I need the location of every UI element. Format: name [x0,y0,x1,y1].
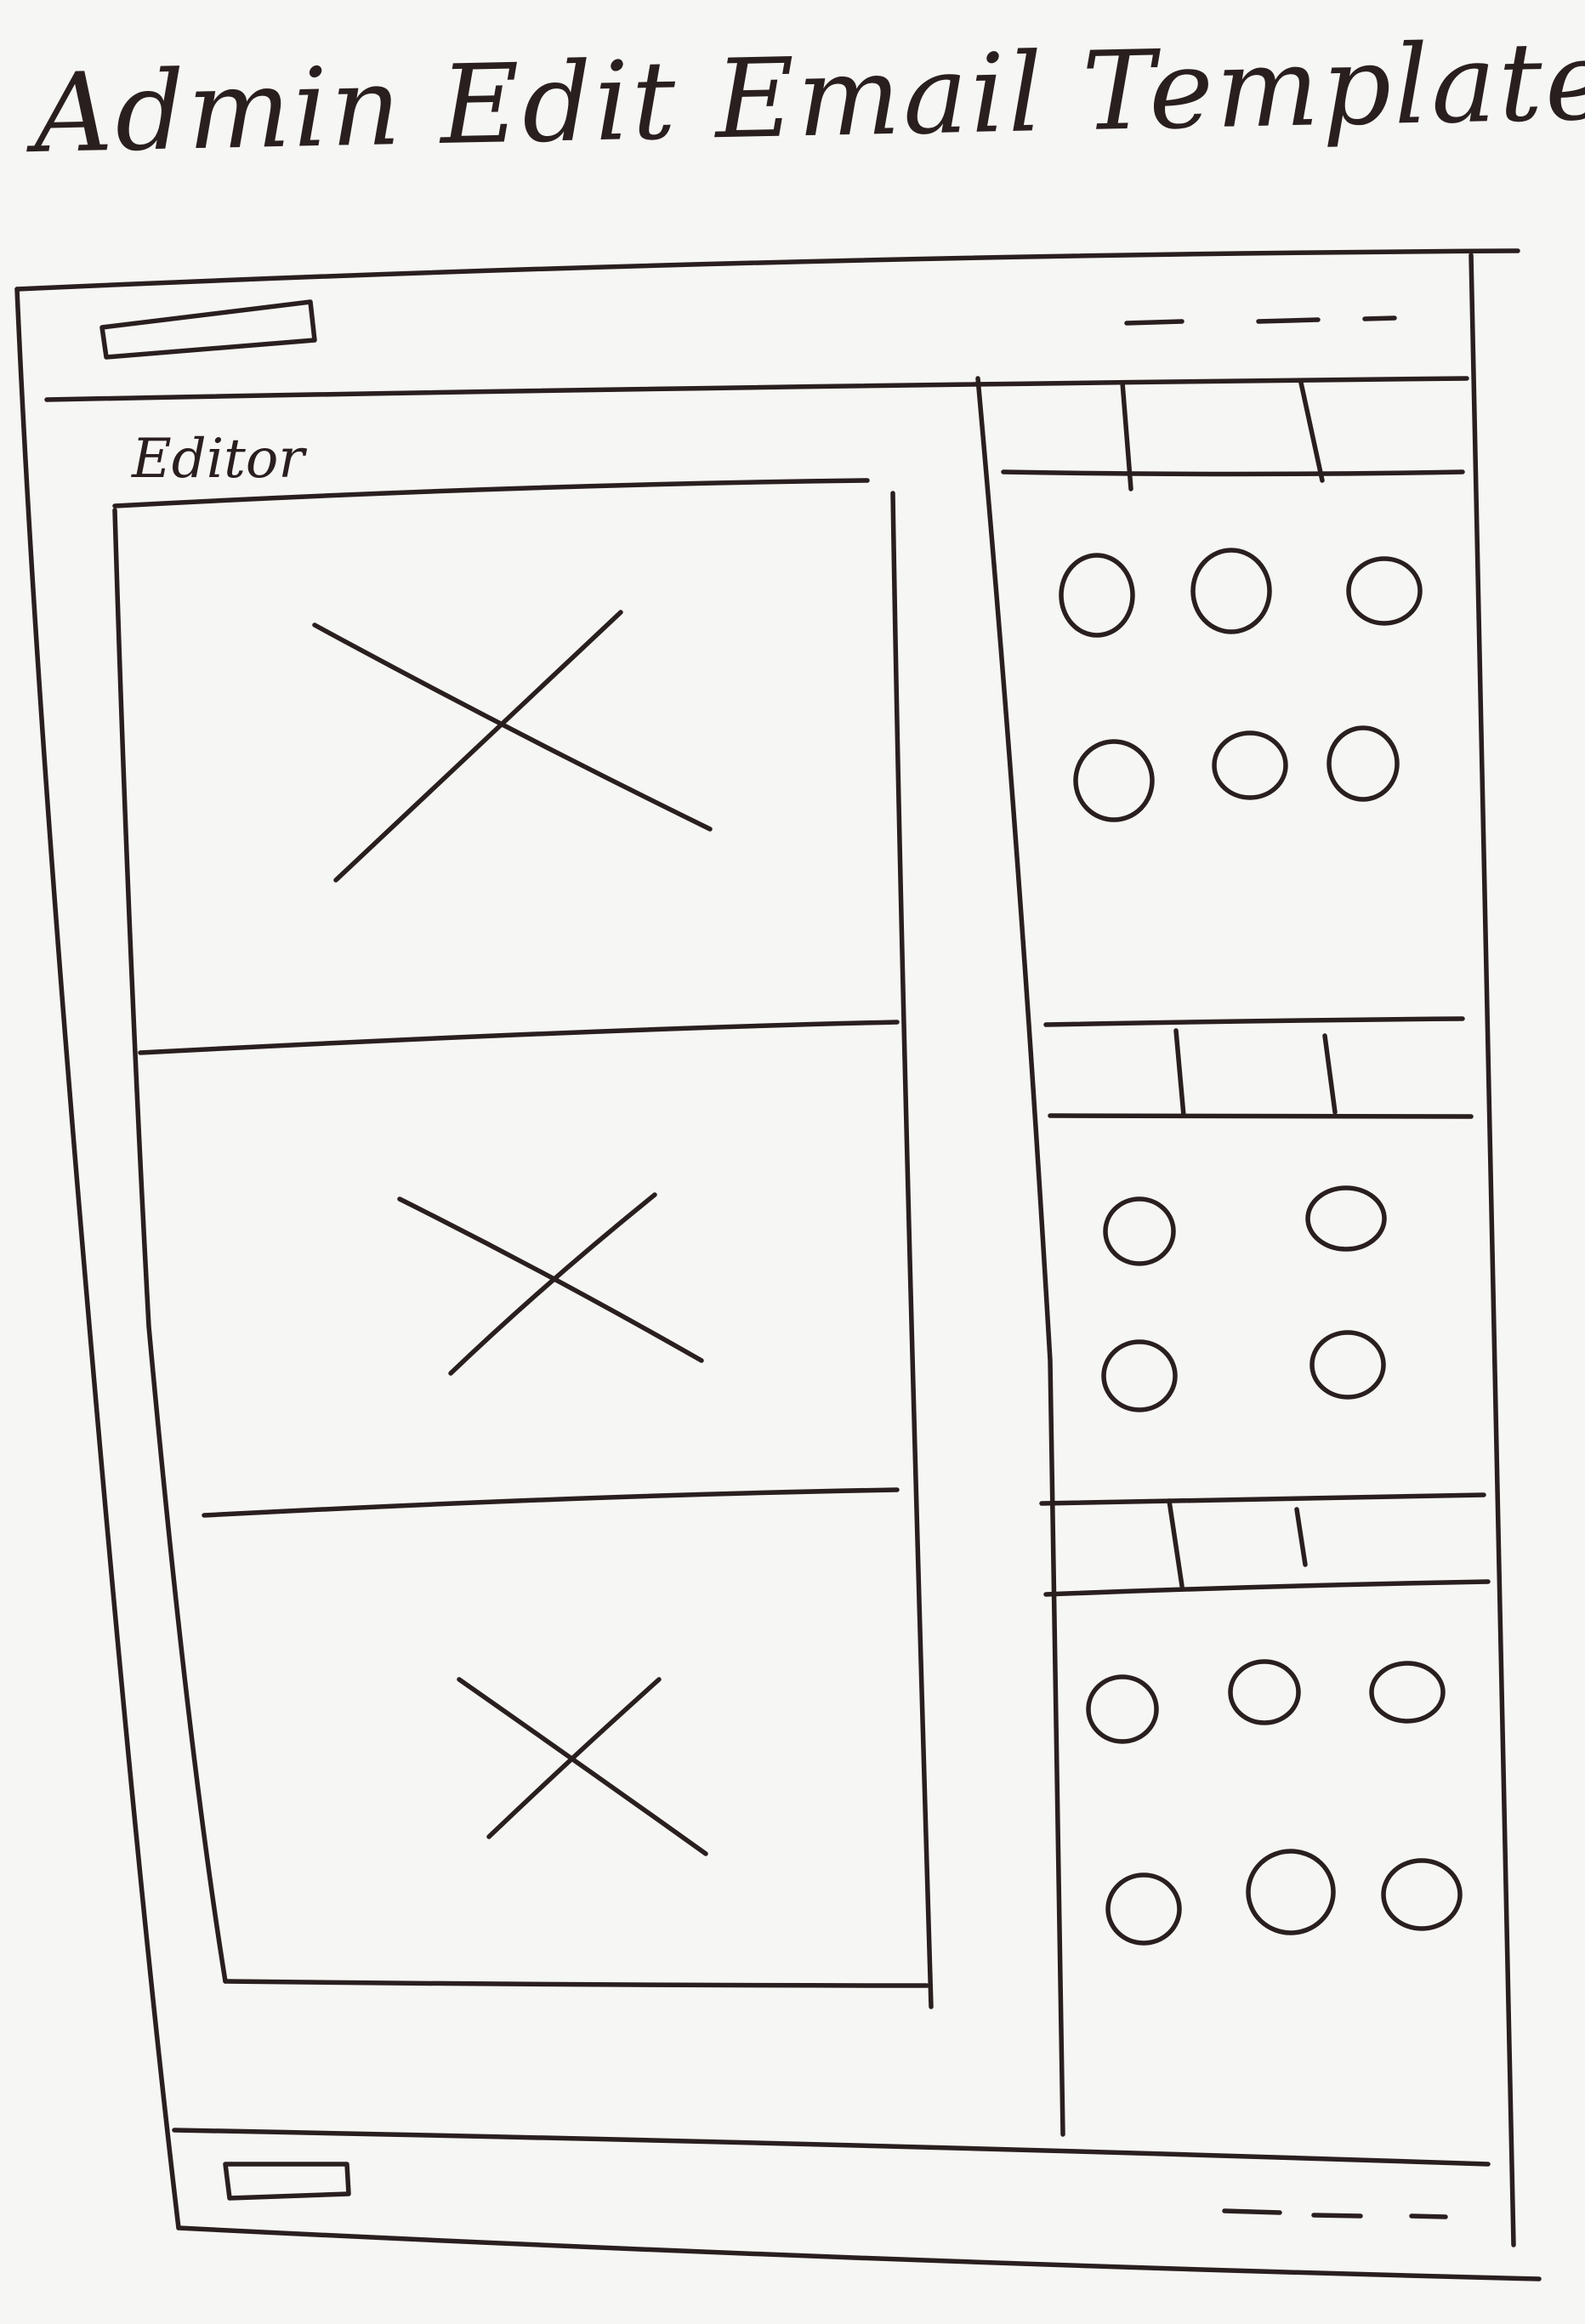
header-divider [44,376,1469,402]
editor-block-divider-2 [202,1487,900,1518]
header-nav-link-2[interactable] [1256,317,1321,324]
swatch-circle-icon[interactable] [1381,1858,1463,1931]
section-3-tab-3[interactable] [1305,1501,1480,1586]
editor-left-line [112,508,228,1984]
editor-image-block-2[interactable] [397,1192,704,1376]
section-1-tab-1[interactable] [986,384,1127,469]
header-logo[interactable] [99,299,317,360]
editor-bottom-line [223,1979,929,1988]
footer-nav-link-2[interactable] [1311,2213,1363,2219]
frame-bottom-line [176,2225,1542,2281]
site-footer [172,2128,1491,2219]
section-2-tab-3[interactable] [1335,1027,1463,1112]
swatch-circle-icon[interactable] [1190,548,1272,634]
swatch-circle-icon[interactable] [1105,1872,1182,1946]
tab-separator [1167,1498,1184,1588]
swatch-circle-icon[interactable] [1246,1849,1336,1935]
section-3-tab-divider [1043,1579,1491,1597]
tab-separator [1298,380,1325,483]
section-3-top-line [1039,1492,1486,1506]
section-2-tab-1[interactable] [1050,1027,1178,1112]
footer-nav-link-1[interactable] [1222,2208,1282,2215]
header-nav-link-1[interactable] [1124,319,1184,326]
swatch-circle-icon[interactable] [1101,1339,1178,1412]
editor-right-line [890,491,934,2009]
section-2-tab-2[interactable] [1184,1027,1328,1112]
section-1-tab-3[interactable] [1309,384,1463,469]
image-placeholder-x-icon-stroke [448,1192,657,1376]
section-1-tab-2[interactable] [1131,384,1301,469]
tab-separator [1173,1028,1186,1118]
image-placeholder-x-icon [457,1677,708,1856]
frame-left-line [14,287,181,2230]
section-3-tab-1[interactable] [1046,1503,1169,1588]
site-header [44,299,1469,402]
section-2-tab-divider [1048,1113,1474,1119]
sidebar [975,376,1491,2137]
sidebar-section-3 [1039,1492,1491,1946]
swatch-circle-icon[interactable] [1305,1185,1387,1252]
swatch-circle-icon[interactable] [1073,739,1155,822]
swatch-circle-icon[interactable] [1228,1659,1301,1725]
editor-label: Editor [132,428,304,491]
image-placeholder-x-icon [397,1196,704,1363]
editor-block-divider-1 [138,1020,900,1055]
footer-logo[interactable] [223,2162,351,2201]
editor-image-block-3[interactable] [457,1677,708,1856]
browser-frame [14,248,1542,2281]
swatch-circle-icon[interactable] [1059,553,1135,638]
swatch-circle-icon[interactable] [1103,1196,1176,1266]
swatch-circle-icon[interactable] [1086,1674,1159,1744]
image-placeholder-x-icon-stroke [486,1677,662,1839]
section-1-tab-divider [1001,469,1465,477]
swatch-circle-icon[interactable] [1309,1330,1386,1400]
tab-separator [1322,1033,1338,1115]
section-3-tab-2[interactable] [1178,1503,1297,1588]
swatch-circle-icon[interactable] [1369,1661,1446,1724]
image-placeholder-x-icon-stroke [333,610,623,883]
tab-separator [1294,1507,1308,1567]
frame-right-line [1469,253,1516,2247]
section-2-top-line [1043,1016,1465,1027]
swatch-circle-icon[interactable] [1327,725,1400,802]
sidebar-section-1 [986,380,1465,822]
frame-top-line [14,248,1520,292]
header-nav-link-3[interactable] [1362,315,1397,321]
footer-divider [172,2128,1491,2167]
sidebar-left-line [975,376,1065,2137]
sidebar-section-2 [1043,1016,1474,1412]
footer-nav-link-3[interactable] [1409,2213,1448,2219]
image-placeholder-x-icon [312,622,713,832]
swatch-circle-icon[interactable] [1212,730,1288,800]
tab-separator [1120,380,1133,492]
swatch-circle-icon[interactable] [1346,556,1423,626]
editor-image-block-1[interactable] [312,610,713,883]
editor-panel [112,478,934,2009]
editor-top-line [112,478,870,509]
